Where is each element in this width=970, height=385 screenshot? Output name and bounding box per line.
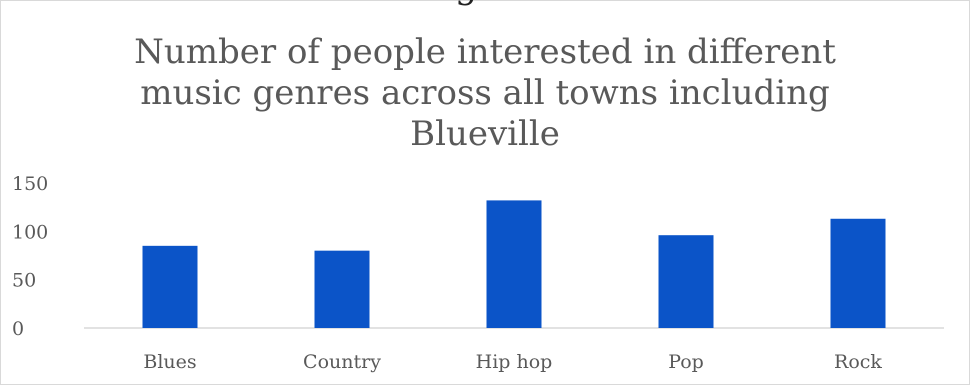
y-tick-label: 0	[12, 318, 24, 340]
x-tick-label: Country	[303, 351, 381, 373]
chart-title-line-2: music genres across all towns including	[140, 73, 830, 113]
y-tick-label: 100	[12, 221, 48, 243]
x-tick-label: Hip hop	[476, 351, 553, 373]
x-tick-label: Rock	[834, 351, 882, 373]
cut-off-text: g	[455, 0, 477, 7]
chart-title-line-1: Number of people interested in different	[134, 32, 836, 72]
x-tick-label: Pop	[668, 351, 704, 373]
y-tick-label: 150	[12, 173, 48, 195]
bar	[314, 250, 370, 328]
bar	[142, 245, 198, 328]
y-tick-label: 50	[12, 270, 36, 292]
chart-title: Number of people interested in different…	[0, 32, 970, 155]
bar	[658, 235, 714, 328]
x-tick-label: Blues	[143, 351, 196, 373]
bar	[830, 218, 886, 328]
bar	[486, 200, 542, 328]
chart-title-line-3: Blueville	[410, 114, 560, 154]
